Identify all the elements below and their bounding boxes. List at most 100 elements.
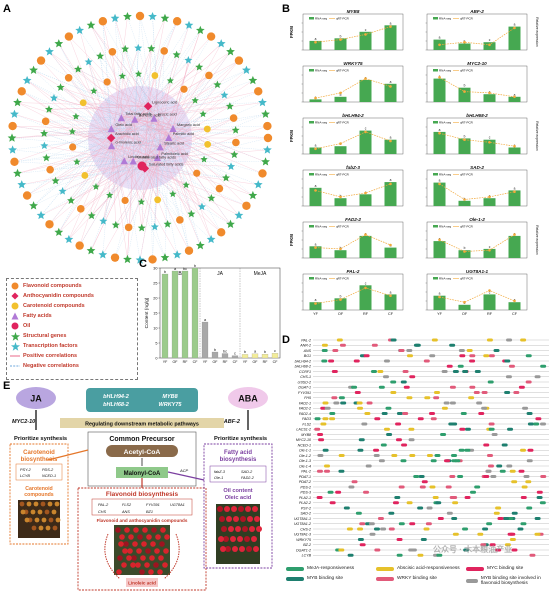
fruit-dot [224, 506, 230, 512]
fruit-dot [256, 526, 262, 532]
flavonoid-node [229, 114, 238, 122]
gene-node [8, 145, 17, 154]
network-edge [172, 128, 197, 174]
network-edge [17, 146, 112, 174]
network-edge [124, 161, 231, 225]
triangle-icon [10, 312, 20, 320]
flavonoid-node [176, 216, 184, 224]
cis-element [396, 538, 403, 541]
gene-node [258, 97, 267, 107]
fatty-acid-node [117, 114, 125, 122]
sig-letter: a [315, 184, 317, 188]
legend-text: qRT-PCR [460, 225, 474, 229]
cis-element [369, 532, 376, 536]
fpkm-bar [309, 99, 322, 102]
legend-item: Transcription factors [10, 341, 134, 351]
sig-letter: b [264, 350, 266, 354]
cis-element [488, 422, 495, 426]
qpcr-point [513, 233, 516, 236]
cis-element [426, 454, 433, 457]
cis-element [496, 464, 503, 468]
fruit-dot [135, 562, 141, 568]
fruit-dot [116, 569, 122, 575]
diamond-icon [10, 292, 20, 300]
network-edge [121, 118, 203, 207]
legend-text: RNA-seq [439, 69, 452, 73]
fruit-dot [137, 534, 143, 540]
network-edge [21, 91, 112, 139]
network-edge [109, 119, 135, 196]
x-tick-label: OF [253, 360, 259, 364]
gene-node [111, 220, 120, 229]
fpkm-bar [359, 194, 372, 206]
cis-element [527, 422, 534, 426]
gene-node [206, 234, 216, 244]
cis-element [449, 343, 456, 347]
fruit-dot [217, 506, 223, 512]
qpcr-line [315, 287, 391, 304]
fruit-dot [162, 562, 168, 568]
flavonoid-node [180, 85, 188, 93]
fruit-dot [223, 536, 229, 542]
hormone-bar [261, 353, 269, 359]
qpcr-line [439, 27, 515, 46]
network-edge [157, 60, 240, 159]
cis-element [493, 349, 500, 352]
gene-name: PDAT-1 [299, 475, 311, 479]
flavonoid-node [234, 56, 244, 65]
fruit-dot [127, 548, 133, 554]
regulatory-model: JA ABA bHLH94-2 bHLH68-2 MYB8 WRKY75 MYC2-10 AB… [9, 387, 273, 591]
gene-node [58, 187, 67, 195]
qpcr-point [438, 238, 441, 242]
gene-name: Ole-1-2 [299, 454, 311, 458]
cis-element [495, 506, 502, 510]
legend-label: WRKY binding site [397, 576, 437, 581]
hormone-bar [181, 270, 189, 359]
network-edge [110, 137, 129, 228]
fpkm-bar [359, 285, 372, 310]
gene-name: CCRF1 [299, 370, 311, 374]
fruit-dot [115, 527, 121, 533]
network-edge [112, 51, 125, 162]
sig-letter: a [514, 23, 516, 27]
cis-element [534, 517, 541, 520]
hub-label: Unsaturated fatty acids [137, 156, 176, 160]
fpkm-bar [508, 26, 521, 50]
acetyl-label: Acetyl-CoA [124, 449, 161, 456]
cis-element [354, 391, 361, 394]
fruit-dot [160, 527, 166, 533]
fruit-dot [232, 546, 238, 552]
fruit-dot [121, 562, 127, 568]
hormone-bar [241, 354, 249, 359]
network-edge [111, 25, 190, 147]
qpcr-point [364, 286, 367, 290]
y2-axis-label: Relative expression [535, 121, 539, 151]
flavonoid-node [121, 196, 129, 205]
fpkm-bar [433, 131, 446, 154]
hub-label: Oleic acid [115, 123, 132, 127]
flavonoid-compounds: Flavonoid and anthocyanidin compounds [97, 518, 188, 523]
flavonoid-box [77, 487, 207, 591]
network-edge [14, 147, 161, 162]
network-edge [133, 161, 232, 167]
promoter-legend-item: MeJA-responsiveness [286, 566, 354, 571]
cis-element [340, 401, 347, 405]
gene-node [87, 211, 96, 220]
cis-element [460, 412, 467, 415]
line-icon [10, 352, 20, 360]
qpcr-point [339, 142, 342, 145]
fruit-dot [220, 546, 226, 552]
fruit-dot [252, 506, 258, 512]
gene-node [207, 194, 216, 202]
network-edge [33, 137, 112, 206]
x-tick-label: OF [213, 360, 219, 364]
fpkm-bar [483, 248, 496, 258]
cis-element [469, 354, 476, 358]
network-edge [111, 36, 212, 147]
gene-node [248, 75, 258, 85]
gene-name: FAD3 [302, 417, 311, 421]
qpcr-line [439, 234, 515, 252]
cis-element [436, 553, 443, 557]
